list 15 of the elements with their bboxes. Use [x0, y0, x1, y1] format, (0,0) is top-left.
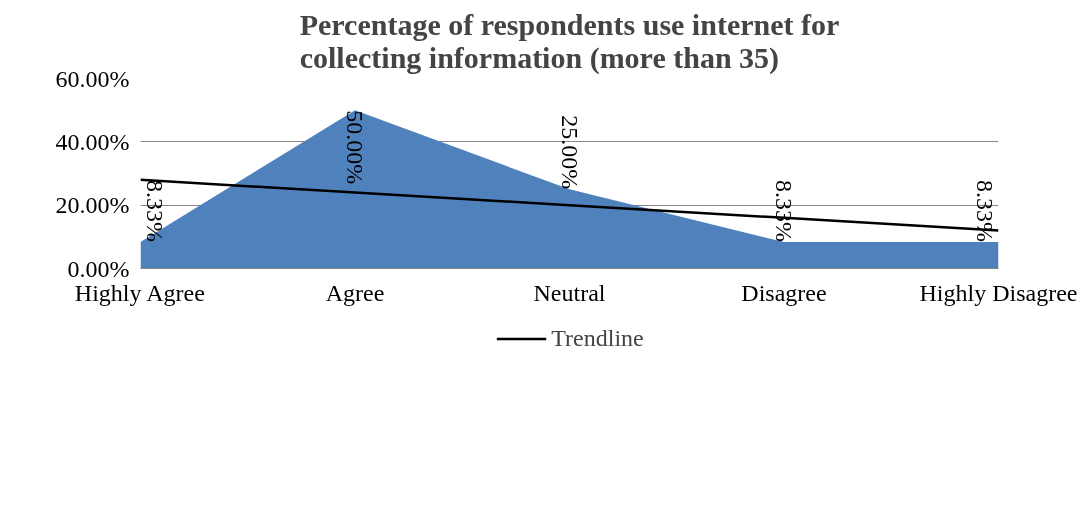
- x-tick-label: Disagree: [741, 279, 827, 306]
- x-tick-label: Highly Agree: [74, 279, 205, 306]
- data-label: 25.00%: [556, 115, 583, 190]
- x-tick-label: Agree: [325, 279, 385, 306]
- chart-title: Percentage of respondents use internet for collecting information (more than 35): [299, 7, 840, 75]
- legend-label: Trendline: [551, 324, 644, 352]
- y-tick-label: 60.00%: [55, 65, 130, 92]
- x-tick-label: Highly Disagree: [919, 279, 1078, 306]
- x-tick-label: Neutral: [533, 279, 606, 306]
- data-label: 8.33%: [971, 180, 998, 243]
- data-label: 8.33%: [141, 180, 168, 243]
- y-tick-label: 0.00%: [67, 255, 130, 282]
- y-tick-label: 20.00%: [55, 192, 130, 219]
- y-tick-label: 40.00%: [55, 128, 130, 155]
- data-label: 50.00%: [342, 110, 368, 185]
